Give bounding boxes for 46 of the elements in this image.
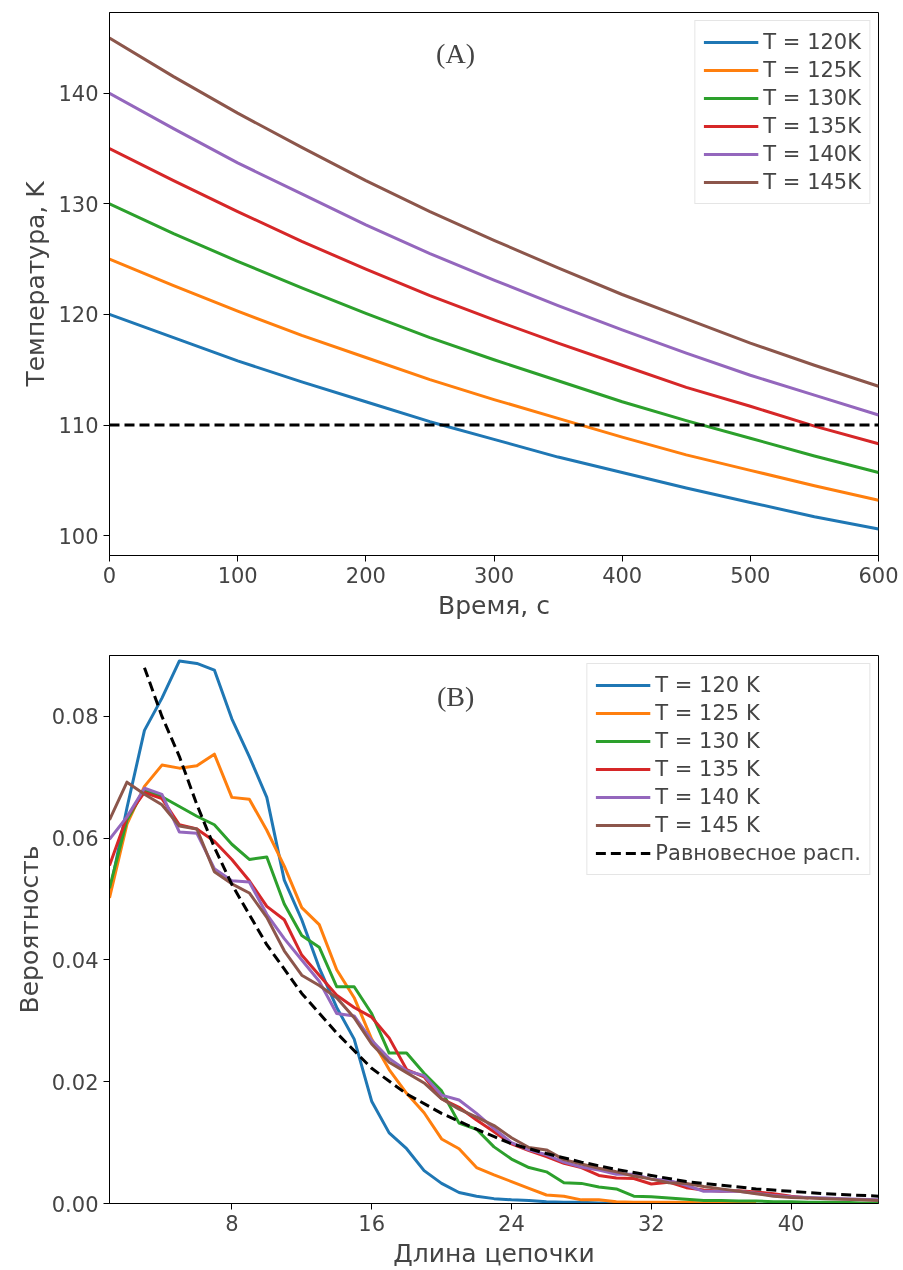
y-tick-label: 0.02 [51,1070,99,1095]
x-tick-label: 40 [777,1211,805,1236]
x-tick-label: 200 [345,563,386,588]
y-tick-label: 0.00 [51,1192,99,1217]
line-series [109,312,879,531]
y-axis-title: Температура, K [21,180,51,388]
y-tick-label: 0.08 [51,705,99,730]
y-tick-label: 140 [58,82,99,107]
x-tick-label: 32 [637,1211,665,1236]
legend-label: T = 145 K [655,812,760,838]
y-tick-label: 120 [58,303,99,328]
legend-label: T = 130 K [655,728,760,754]
legend-label: T = 120 K [655,672,760,698]
legend-label: T = 145K [763,169,861,195]
x-tick-label: 500 [730,563,771,588]
x-tick-label: 0 [102,563,117,588]
legend-label: T = 140K [763,141,861,167]
y-tick-label: 110 [58,414,99,438]
y-tick-label: 0.04 [51,948,99,973]
x-tick-label: 100 [217,563,258,588]
x-tick-label: 300 [473,563,515,588]
line-series [109,257,879,502]
x-tick-label: 8 [225,1211,239,1236]
annotation: (A) [436,37,475,69]
legend-label: T = 135K [763,113,861,139]
x-axis-title: Время, с [438,590,550,620]
y-tick-label: 0.06 [51,827,99,852]
legend-label: T = 135 K [655,756,760,782]
legend-label: T = 120K [763,29,861,55]
x-axis-title: Длина цепочки [393,1238,595,1268]
legend-label: Равновесное расп. [655,840,861,866]
annotation: (B) [436,681,475,713]
line-series [109,202,879,475]
y-tick-label: 100 [58,524,99,549]
x-tick-label: 600 [858,563,899,588]
legend-label: T = 125 K [655,700,760,726]
legend-label: T = 130K [763,85,861,111]
legend-label: T = 140 K [655,784,760,810]
legend-label: T = 125K [763,57,861,83]
y-axis-title: Вероятность [14,845,44,1014]
x-tick-label: 24 [498,1211,525,1236]
y-tick-label: 130 [58,192,99,217]
line-series [109,91,879,417]
x-tick-label: 400 [602,563,643,588]
line-series [109,147,879,446]
x-tick-label: 16 [358,1211,386,1236]
